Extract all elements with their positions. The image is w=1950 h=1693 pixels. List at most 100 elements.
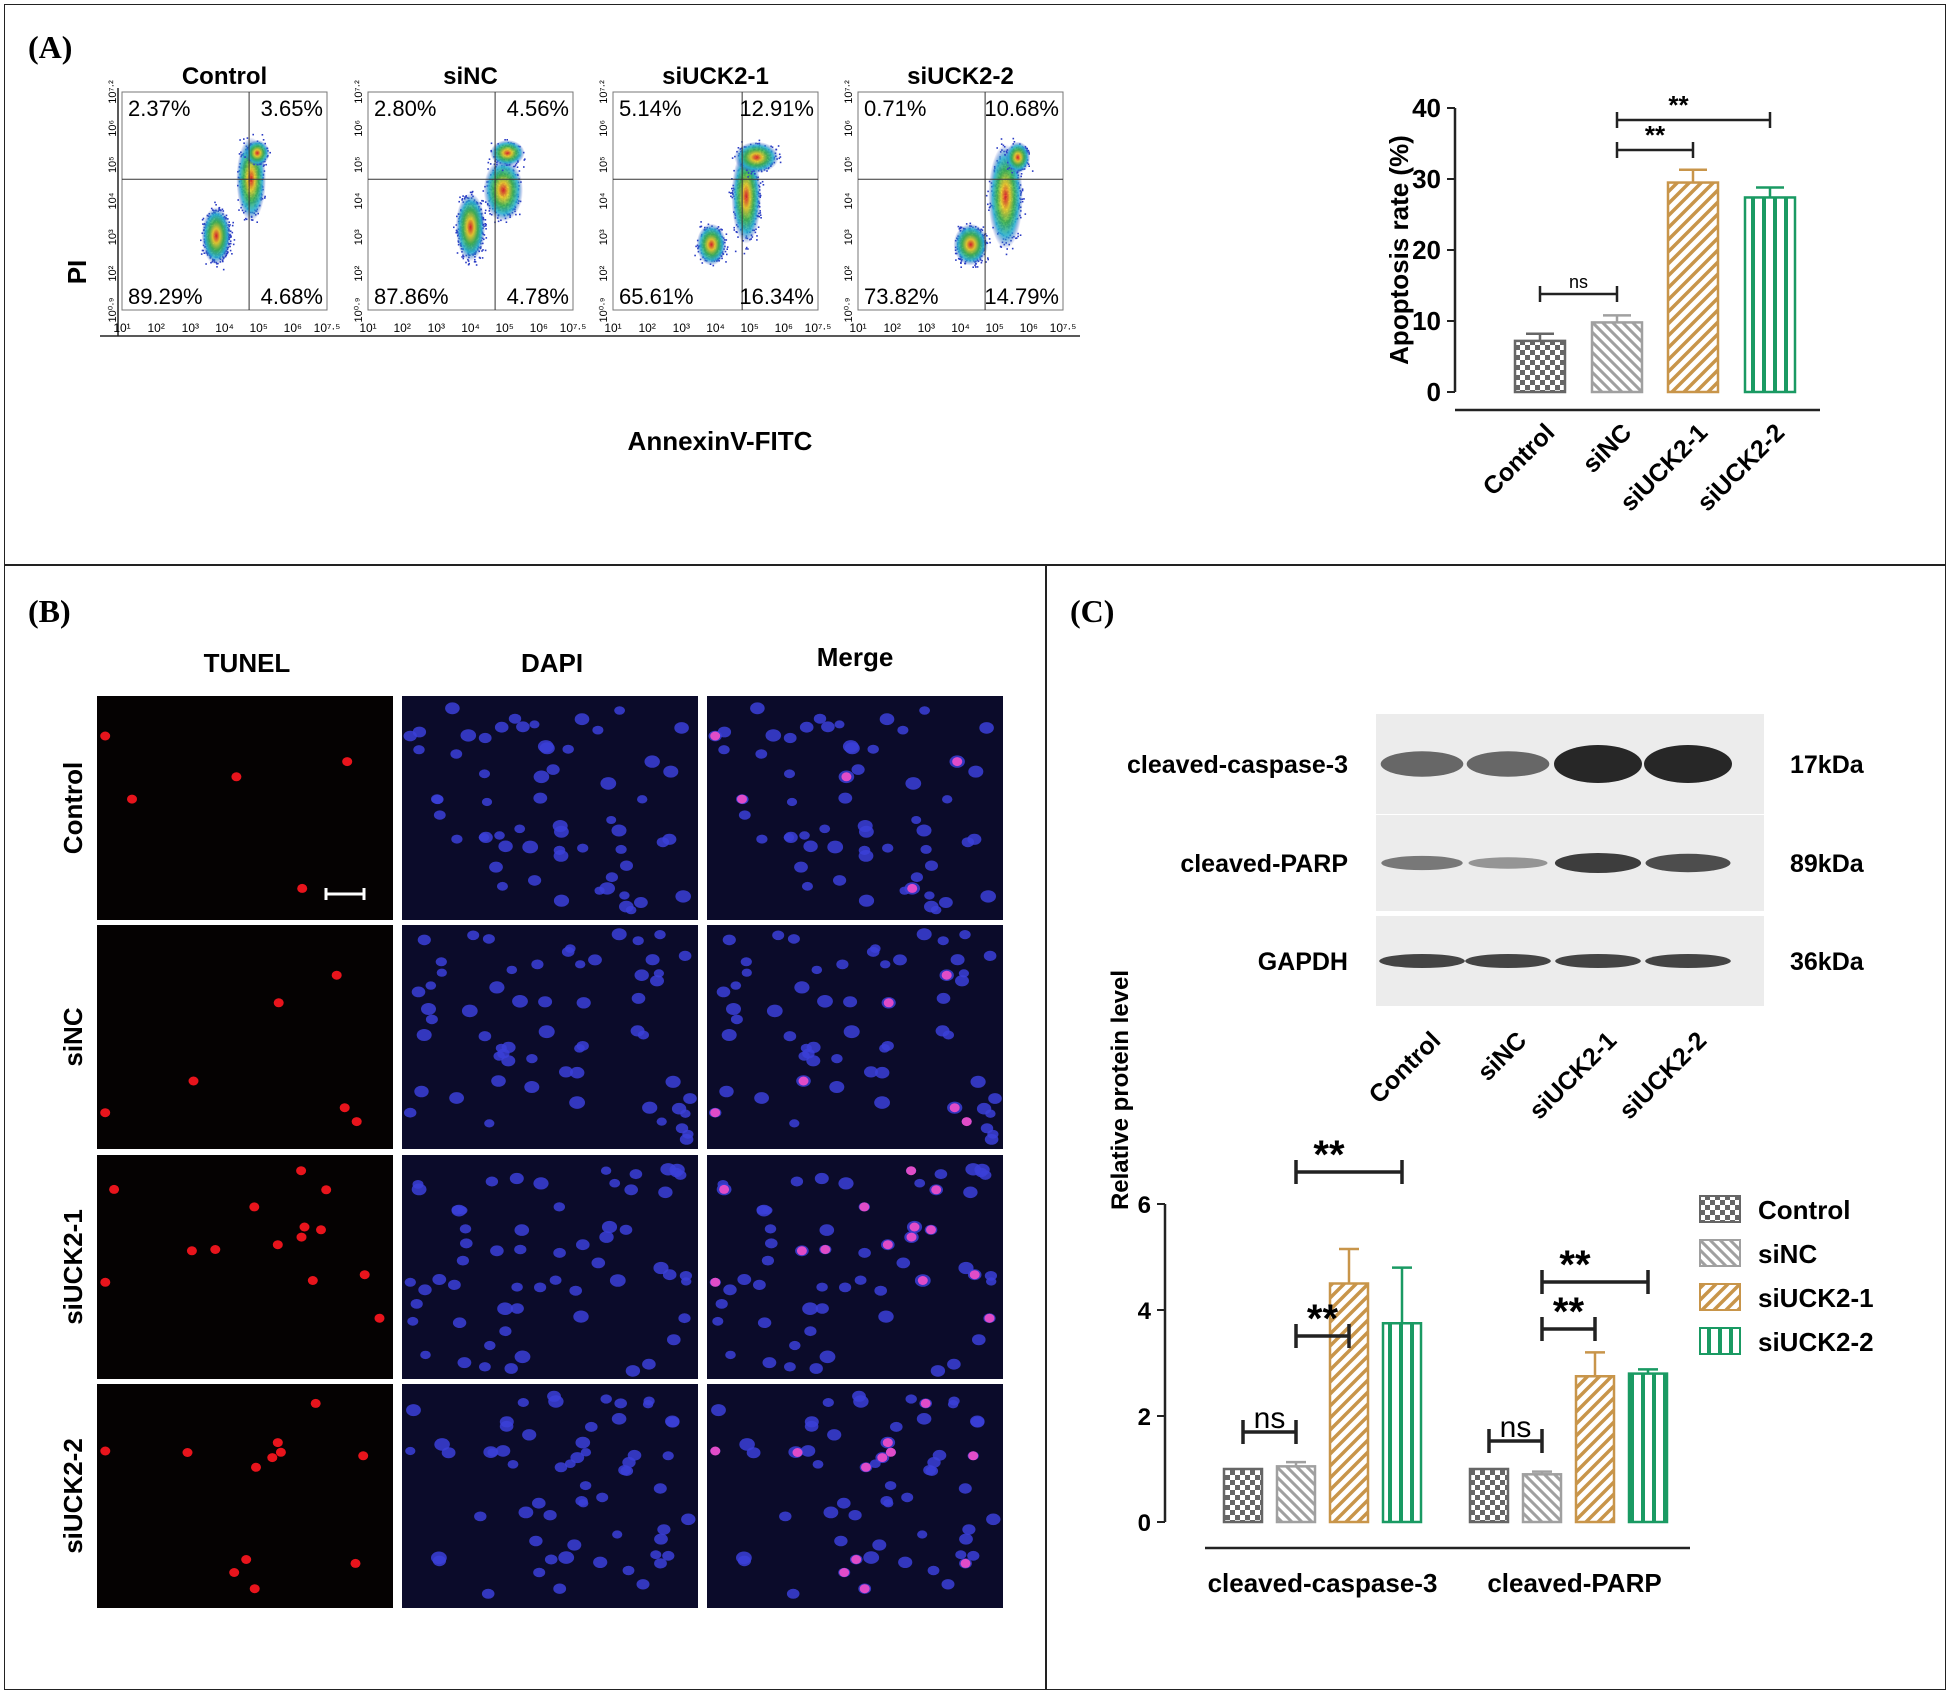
flow-event <box>481 250 483 252</box>
flow-y-tick: 10⁴ <box>598 192 610 209</box>
flow-event <box>216 266 218 268</box>
flow-event <box>712 264 715 267</box>
flow-event <box>775 148 777 151</box>
flow-event <box>747 172 750 174</box>
flow-event <box>485 237 488 239</box>
flow-event <box>737 147 740 149</box>
flow-event <box>762 184 765 186</box>
flow-y-tick: 10⁶ <box>598 120 610 137</box>
flow-x-tick: 10⁵ <box>250 321 268 335</box>
flow-event <box>701 262 704 264</box>
flow-y-tick: 10⁵ <box>353 156 365 173</box>
flow-event <box>243 219 246 221</box>
flow-event <box>987 258 989 261</box>
flow-plot-title: siUCK2-2 <box>907 63 1014 90</box>
flow-plot-title: siNC <box>443 63 498 90</box>
flow-y-tick: 10⁰·⁹ <box>598 297 610 322</box>
flow-y-tick: 10² <box>353 265 365 281</box>
flow-x-tick: 10⁴ <box>461 321 480 335</box>
flow-event <box>482 200 484 202</box>
flow-event <box>725 261 727 263</box>
panel-b-frame <box>4 564 1047 1690</box>
panel-label-a: (A) <box>28 29 72 65</box>
flow-density <box>244 139 270 167</box>
flow-y-tick: 10⁶ <box>353 120 365 137</box>
flow-event <box>505 221 508 223</box>
flow-event <box>745 248 747 250</box>
flow-x-tick: 10⁷·⁵ <box>314 321 341 335</box>
flow-event <box>488 158 491 160</box>
flow-event <box>496 163 498 166</box>
flow-event <box>485 223 487 226</box>
flow-event <box>484 225 487 227</box>
quadrant-ur: 12.91% <box>739 96 814 121</box>
flow-density <box>201 207 232 265</box>
quadrant-lr: 4.68% <box>261 284 323 309</box>
flow-density <box>734 141 779 174</box>
flow-event <box>246 137 249 139</box>
flow-y-tick: 10³ <box>598 229 610 245</box>
flow-event <box>478 256 481 259</box>
flow-event <box>461 256 463 258</box>
flow-event <box>201 219 204 221</box>
flow-event <box>482 223 485 226</box>
flow-event <box>200 253 203 255</box>
flow-event <box>203 252 206 254</box>
flow-event <box>465 261 467 264</box>
flow-event <box>694 254 696 257</box>
flow-event <box>468 262 470 265</box>
flow-event <box>779 161 782 164</box>
flow-event <box>252 133 254 136</box>
flow-y-tick: 10⁷·² <box>598 80 610 104</box>
flow-event <box>516 166 519 168</box>
flow-event <box>523 159 526 161</box>
quadrant-lr: 4.78% <box>507 284 569 309</box>
flow-event <box>480 202 483 205</box>
quadrant-ur: 3.65% <box>261 96 323 121</box>
flow-y-tick: 10³ <box>353 229 365 245</box>
flow-event <box>269 151 271 154</box>
quadrant-ul: 5.14% <box>619 96 681 121</box>
flow-event <box>484 209 487 212</box>
flow-event <box>232 221 234 224</box>
flow-y-tick: 10⁷·² <box>353 80 365 104</box>
flow-event <box>232 243 235 246</box>
flow-event <box>471 190 474 193</box>
flow-event <box>745 246 748 249</box>
flow-event <box>262 139 265 141</box>
flow-event <box>699 258 702 261</box>
flow-event <box>265 163 267 166</box>
flow-event <box>237 199 239 201</box>
flow-event <box>747 248 749 250</box>
flow-x-tick: 10⁵ <box>496 321 514 335</box>
flow-plot-frame <box>612 91 819 311</box>
flow-event <box>243 138 245 140</box>
flow-event <box>453 226 455 229</box>
flow-event <box>965 223 968 225</box>
flow-event <box>475 264 478 266</box>
flow-event <box>210 207 213 210</box>
flow-event <box>256 221 258 223</box>
flow-event <box>497 220 500 223</box>
flow-y-tick: 10⁶ <box>107 120 119 137</box>
flow-event <box>263 164 265 166</box>
flow-x-tick: 10⁵ <box>741 321 759 335</box>
flow-event <box>469 191 472 194</box>
flow-event <box>747 176 749 178</box>
flow-y-tick: 10³ <box>107 229 119 245</box>
flow-event <box>519 213 521 216</box>
flow-event <box>759 182 762 184</box>
flow-x-tick: 10² <box>638 321 655 335</box>
flow-event <box>221 208 224 211</box>
flow-event <box>700 221 702 223</box>
flow-event <box>728 191 731 194</box>
flow-event <box>756 235 758 237</box>
flow-event <box>462 257 465 260</box>
flow-event <box>777 145 780 147</box>
flow-event <box>695 245 697 248</box>
flow-event <box>481 199 483 202</box>
flow-event <box>264 197 266 199</box>
flow-density <box>731 149 762 244</box>
